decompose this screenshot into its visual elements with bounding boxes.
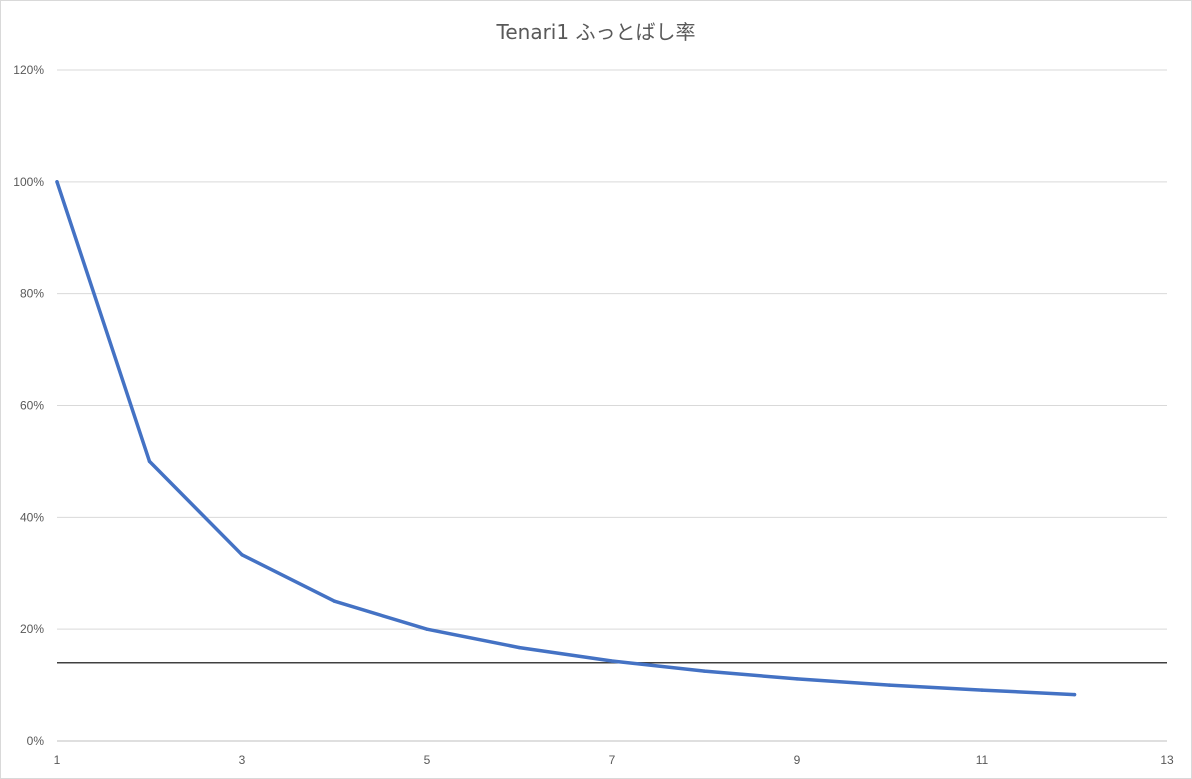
x-tick-label: 3 bbox=[239, 753, 246, 767]
data-point bbox=[240, 553, 244, 557]
x-tick-label: 5 bbox=[424, 753, 431, 767]
data-point bbox=[887, 683, 892, 687]
data-point bbox=[517, 645, 522, 650]
x-tick-label: 9 bbox=[794, 753, 801, 767]
y-tick-label: 20% bbox=[20, 622, 44, 636]
series-line bbox=[55, 180, 1077, 697]
y-tick-label: 120% bbox=[13, 63, 44, 77]
data-point bbox=[147, 459, 152, 464]
data-point bbox=[425, 627, 429, 631]
y-axis-ticks: 0% 20% 40% 60% 80% 100% 120% bbox=[13, 63, 44, 748]
data-point bbox=[980, 688, 984, 692]
data-point bbox=[1072, 692, 1077, 697]
chart-title: Tenari1 ふっとばし率 bbox=[496, 20, 696, 44]
x-axis-ticks: 1 3 5 7 9 11 13 bbox=[54, 753, 1174, 767]
x-tick-label: 7 bbox=[609, 753, 616, 767]
data-point bbox=[332, 599, 337, 603]
x-tick-label: 1 bbox=[54, 753, 61, 767]
data-point bbox=[702, 669, 707, 673]
gridlines bbox=[57, 69, 1167, 742]
x-tick-label: 11 bbox=[976, 753, 989, 767]
data-point bbox=[795, 677, 799, 681]
data-point bbox=[55, 180, 59, 184]
y-tick-label: 40% bbox=[20, 510, 44, 524]
y-tick-label: 100% bbox=[13, 175, 44, 189]
y-tick-label: 60% bbox=[20, 399, 44, 413]
y-tick-label: 0% bbox=[27, 734, 45, 748]
series-group bbox=[55, 180, 1077, 697]
x-tick-label: 13 bbox=[1160, 753, 1174, 767]
data-point bbox=[610, 659, 614, 663]
y-tick-label: 80% bbox=[20, 287, 44, 301]
